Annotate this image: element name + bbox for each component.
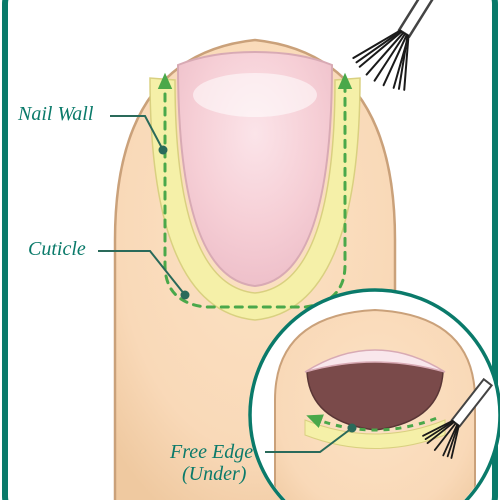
cuticle-dot	[181, 291, 190, 300]
nail-highlight	[193, 73, 317, 117]
diagram-svg: Nail Wall Cuticle	[0, 0, 500, 500]
diagram-container: Nail Wall Cuticle	[0, 0, 500, 500]
nail-wall-dot	[159, 146, 168, 155]
free-edge-text-l1: Free Edge	[169, 441, 253, 463]
nail-wall-text: Nail Wall	[17, 103, 94, 125]
free-edge-dot	[348, 424, 357, 433]
free-edge-text-l2: (Under)	[182, 463, 247, 485]
cuticle-text: Cuticle	[28, 238, 86, 260]
